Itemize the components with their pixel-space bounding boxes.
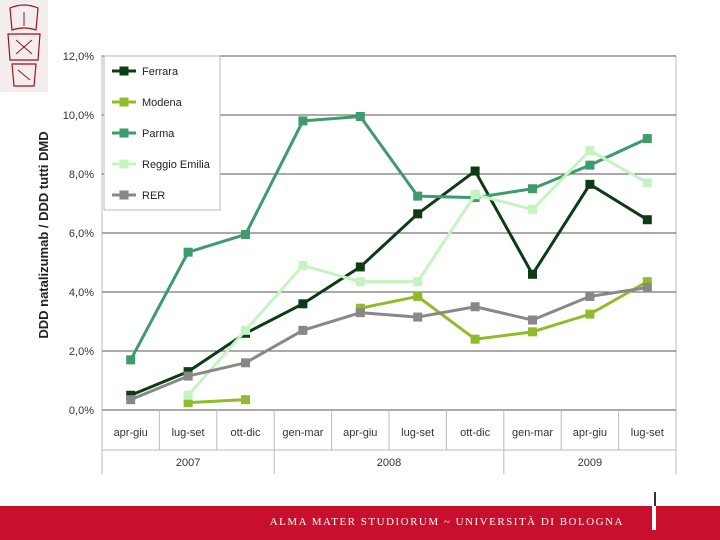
data-point	[470, 190, 480, 200]
x-tick-label: lug-set	[172, 427, 205, 439]
data-point	[642, 277, 652, 287]
seal-icon	[7, 4, 41, 87]
x-tick-label: ott-dic	[460, 427, 490, 439]
y-tick-label: 4,0%	[69, 287, 94, 299]
x-tick-label: apr-giu	[573, 427, 607, 439]
data-point	[642, 178, 652, 188]
x-tick-label: ott-dic	[231, 427, 261, 439]
institution-name: ALMA MATER STUDIORUM ~ UNIVERSITÀ DI BOL…	[269, 516, 624, 528]
data-point	[642, 215, 652, 225]
line-chart: 0,0% 2,0% 4,0% 6,0% 8,0% 10,0% 12,0% apr-giu lu…	[36, 51, 677, 474]
data-point	[183, 371, 193, 381]
data-point	[298, 260, 308, 270]
data-point	[585, 145, 595, 155]
data-point	[355, 277, 365, 287]
data-point	[413, 291, 423, 301]
footer-divider-stem	[654, 492, 656, 506]
data-point	[241, 358, 250, 368]
data-point	[241, 395, 250, 405]
data-point	[183, 390, 193, 400]
y-axis-label: DDD natalizumab / DDD tutti DMD	[36, 131, 51, 338]
legend-swatch-marker	[119, 97, 129, 107]
y-tick-label: 6,0%	[69, 228, 94, 240]
data-point	[528, 184, 537, 194]
legend-label: RER	[142, 190, 165, 202]
data-point	[528, 269, 537, 279]
x-tick-label: gen-mar	[282, 427, 323, 439]
y-tick-label: 10,0%	[63, 110, 94, 122]
data-point	[528, 327, 537, 337]
data-point	[355, 111, 365, 121]
data-point	[413, 209, 423, 219]
data-point	[183, 398, 193, 408]
series-line	[130, 286, 648, 402]
data-point	[355, 308, 365, 318]
data-point	[642, 283, 652, 293]
series-reggio-emilia	[183, 145, 652, 400]
data-point	[413, 277, 423, 287]
data-point	[585, 179, 595, 189]
y-tick-label: 2,0%	[69, 346, 94, 358]
data-point	[298, 325, 308, 335]
data-point	[298, 116, 308, 126]
data-point	[642, 134, 652, 144]
data-point	[298, 299, 308, 309]
y-tick-label: 12,0%	[63, 51, 94, 63]
data-point	[241, 229, 250, 239]
x-tick-label: gen-mar	[512, 427, 553, 439]
series-line	[186, 148, 649, 397]
series-modena	[183, 277, 652, 408]
series-ferrara	[126, 166, 652, 400]
footer-divider	[652, 506, 656, 530]
data-point	[585, 291, 595, 301]
university-logo	[0, 0, 48, 92]
series-rer	[126, 283, 652, 405]
legend-label: Reggio Emilia	[142, 159, 211, 171]
series-line	[188, 398, 246, 405]
legend-swatch-marker	[119, 190, 129, 200]
data-point	[528, 204, 537, 214]
series-line	[129, 114, 648, 361]
series-line	[130, 169, 649, 397]
year-group-label: 2008	[377, 457, 401, 469]
data-point	[126, 395, 136, 405]
data-point	[585, 309, 595, 319]
legend-label: Ferrara	[142, 66, 179, 78]
legend-swatch-marker	[119, 159, 129, 169]
legend-label: Modena	[142, 97, 183, 109]
data-point	[355, 262, 365, 272]
year-group-label: 2007	[176, 457, 200, 469]
data-point	[126, 355, 136, 365]
y-tick-label: 0,0%	[69, 405, 94, 417]
data-point	[413, 191, 423, 201]
year-group-label: 2009	[578, 457, 602, 469]
data-point	[413, 312, 423, 322]
data-point	[585, 160, 595, 170]
series-line	[359, 280, 649, 341]
x-tick-label: apr-giu	[343, 427, 377, 439]
legend-label: Parma	[142, 128, 175, 140]
data-point	[528, 315, 537, 325]
x-tick-label: lug-set	[401, 427, 434, 439]
data-point	[470, 302, 480, 312]
data-point	[470, 166, 480, 176]
data-point	[470, 334, 480, 344]
legend-swatch-marker	[119, 128, 129, 138]
data-point	[241, 325, 250, 335]
footer-bar: ALMA MATER STUDIORUM ~ UNIVERSITÀ DI BOL…	[0, 492, 720, 540]
y-tick-label: 8,0%	[69, 169, 94, 181]
x-tick-label: lug-set	[631, 427, 664, 439]
x-tick-label: apr-giu	[114, 427, 148, 439]
legend-swatch-marker	[119, 66, 129, 76]
data-point	[183, 247, 193, 257]
